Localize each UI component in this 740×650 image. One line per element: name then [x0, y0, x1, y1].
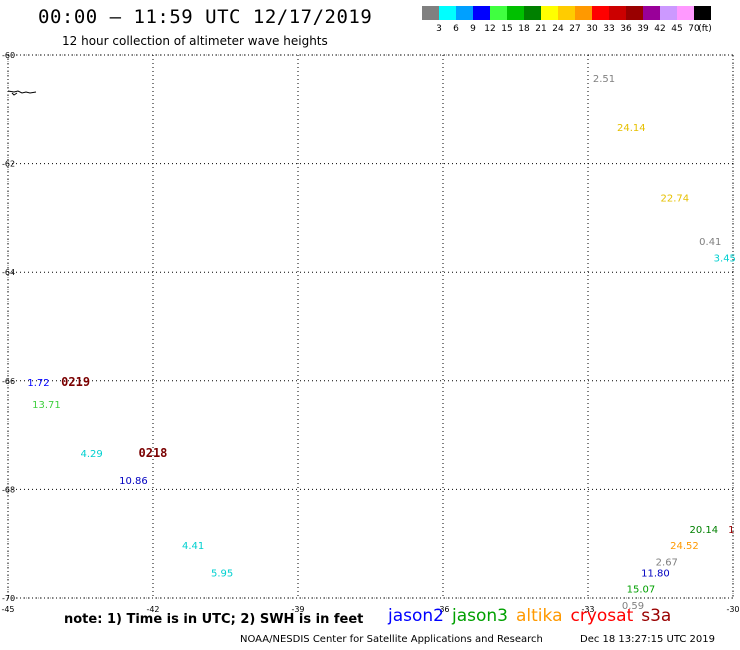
longitude-tick-label: -36: [436, 605, 449, 614]
legend-item-jason3: jason3: [452, 606, 508, 626]
graticule: [7, 54, 734, 599]
colorbar-label: 15: [501, 24, 513, 34]
colorbar-swatch: [626, 6, 643, 20]
longitude-tick-label: -30: [726, 605, 739, 614]
wave-height-label: 1: [728, 525, 734, 536]
legend-item-jason2: jason2: [388, 606, 444, 626]
colorbar-swatch: [456, 6, 473, 20]
colorbar-label: 39: [637, 24, 649, 34]
wave-height-label: 3.45: [714, 253, 736, 264]
colorbar-label: 24: [552, 24, 564, 34]
latitude-tick-label: -64: [2, 268, 15, 277]
legend-item-altika: altika: [516, 606, 563, 626]
wave-height-label: 13.71: [32, 400, 61, 411]
colorbar-label: 21: [535, 24, 547, 34]
latitude-tick-label: -68: [2, 485, 15, 494]
wave-height-label: 4.29: [81, 449, 103, 460]
colorbar-swatch: [558, 6, 575, 20]
wave-height-label: 5.95: [211, 568, 233, 579]
colorbar-label: 6: [453, 24, 459, 34]
legend-item-cryosat: cryosat: [570, 606, 634, 626]
colorbar-swatch: [575, 6, 592, 20]
longitude-tick-label: -33: [581, 605, 594, 614]
colorbar-label: 42: [654, 24, 666, 34]
wave-height-label: 0.59: [622, 601, 644, 612]
colorbar-swatch: [507, 6, 524, 20]
colorbar-label: 36: [620, 24, 632, 34]
longitude-tick-label: -39: [291, 605, 304, 614]
colorbar-swatch: [694, 6, 711, 20]
wave-height-label: 15.07: [627, 585, 656, 596]
coastline-fragment: [7, 90, 37, 96]
storm-id-label: 0219: [61, 375, 90, 389]
colorbar-swatch: [473, 6, 490, 20]
wave-height-label: 4.41: [182, 541, 204, 552]
colorbar-label: 18: [518, 24, 530, 34]
wave-height-label: 20.14: [690, 525, 719, 536]
colorbar-label: 33: [603, 24, 615, 34]
colorbar-swatch: [609, 6, 626, 20]
wave-height-label: 2.67: [656, 557, 678, 568]
colorbar-label: 45: [671, 24, 683, 34]
colorbar-unit: (ft): [698, 24, 712, 34]
colorbar-label: 70: [688, 24, 700, 34]
wave-height-label: 0.41: [699, 237, 721, 248]
wave-observations: 2.51 24.14 22.74 0.41 3.45 1.72 13.71 4.29 10.86…: [27, 74, 736, 612]
wave-height-label: 22.74: [661, 194, 690, 205]
colorbar-label: 9: [470, 24, 476, 34]
wave-height-label: 2.51: [593, 74, 615, 85]
map-title: 00:00 — 11:59 UTC 12/17/2019: [38, 6, 373, 28]
colorbar-label: 30: [586, 24, 598, 34]
colorbar-swatch: [643, 6, 660, 20]
graticule-labels: -60 -62 -64 -66 -68 -70 -45 -42 -39 -36 -33 -30: [1, 51, 739, 614]
colorbar-swatch: [592, 6, 609, 20]
footnote: note: 1) Time is in UTC; 2) SWH is in fe…: [64, 612, 364, 627]
legend-item-s3a: s3a: [641, 606, 672, 626]
colorbar-label: 3: [436, 24, 442, 34]
colorbar-label: 12: [484, 24, 496, 34]
wave-height-label: 24.52: [670, 541, 699, 552]
colorbar-swatch: [490, 6, 507, 20]
storm-id-label: 0218: [139, 446, 168, 460]
satellite-legend: jason2 jason3 altika cryosat s3a: [388, 606, 679, 626]
wave-height-label: 10.86: [119, 476, 148, 487]
latitude-tick-label: -70: [2, 594, 15, 603]
colorbar-label: 27: [569, 24, 581, 34]
colorbar-swatch: [541, 6, 558, 20]
colorbar-swatch: [524, 6, 541, 20]
latitude-tick-label: -66: [2, 377, 15, 386]
colorbar-swatch: [677, 6, 694, 20]
map-subtitle: 12 hour collection of altimeter wave hei…: [62, 34, 328, 48]
wave-height-label: 11.80: [641, 568, 670, 579]
map-frame: [7, 54, 734, 599]
colorbar-swatch: [660, 6, 677, 20]
longitude-tick-label: -42: [146, 605, 159, 614]
wave-height-label: 1.72: [27, 378, 49, 389]
generated-timestamp: Dec 18 13:27:15 UTC 2019: [580, 634, 715, 645]
wave-height-label: 24.14: [617, 123, 646, 134]
colorbar-swatch: [439, 6, 456, 20]
latitude-tick-label: -60: [2, 51, 15, 60]
credit-line: NOAA/NESDIS Center for Satellite Applica…: [240, 634, 543, 645]
latitude-tick-label: -62: [2, 160, 15, 169]
colorbar-swatch: [422, 6, 439, 20]
longitude-tick-label: -45: [1, 605, 14, 614]
storm-labels: 0219 0218: [61, 375, 167, 460]
